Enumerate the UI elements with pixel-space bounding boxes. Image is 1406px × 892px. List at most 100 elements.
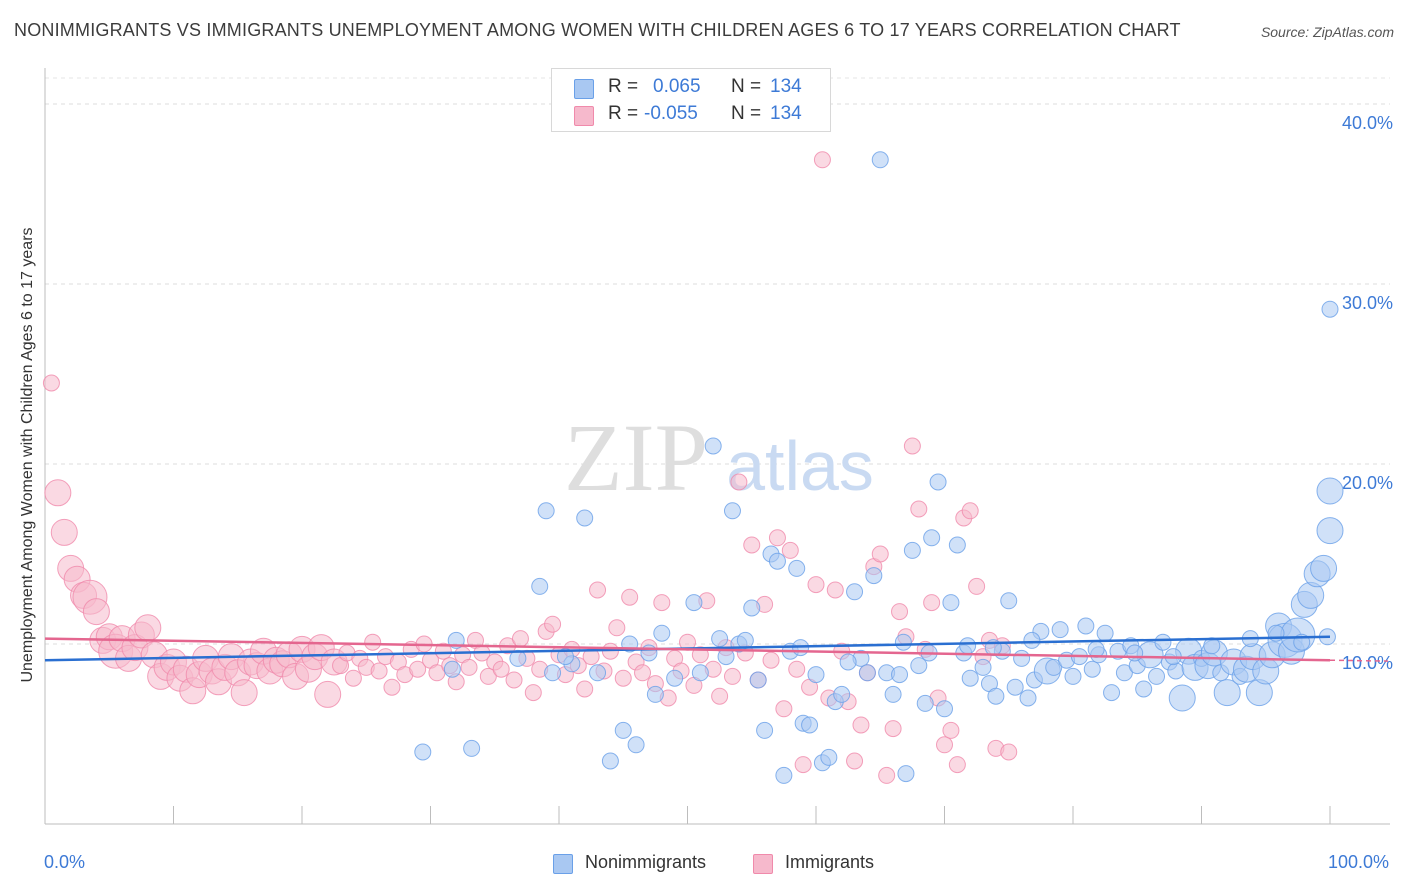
data-point bbox=[1077, 617, 1095, 635]
data-point bbox=[1006, 678, 1024, 696]
data-point bbox=[852, 716, 870, 734]
data-point bbox=[730, 473, 748, 491]
data-point bbox=[589, 581, 607, 599]
legend-n-label: N = bbox=[731, 103, 762, 124]
data-point bbox=[723, 502, 741, 520]
data-point bbox=[961, 669, 979, 687]
data-point bbox=[634, 664, 652, 682]
data-point bbox=[961, 502, 979, 520]
data-point bbox=[826, 581, 844, 599]
data-point bbox=[894, 633, 912, 651]
data-point bbox=[134, 614, 162, 642]
x-tick-label-min: 0.0% bbox=[44, 852, 86, 872]
data-point bbox=[775, 766, 793, 784]
data-point bbox=[614, 721, 632, 739]
data-point bbox=[364, 633, 382, 651]
data-point bbox=[463, 739, 481, 757]
data-point bbox=[891, 603, 909, 621]
data-point bbox=[1148, 667, 1166, 685]
data-point bbox=[801, 716, 819, 734]
data-point bbox=[884, 685, 902, 703]
data-point bbox=[974, 658, 992, 676]
data-point bbox=[936, 736, 953, 754]
data-point bbox=[544, 615, 562, 633]
y-tick-label: 20.0% bbox=[1342, 473, 1393, 493]
legend-r-value: -0.055 bbox=[644, 103, 698, 124]
legend-n-label: N = bbox=[731, 76, 762, 97]
data-point bbox=[1000, 743, 1018, 761]
data-point bbox=[936, 700, 953, 718]
data-point bbox=[601, 752, 619, 770]
data-point bbox=[370, 662, 388, 680]
data-point bbox=[1167, 662, 1185, 680]
data-point bbox=[820, 748, 838, 766]
y-tick-label: 40.0% bbox=[1342, 113, 1393, 133]
legend-swatch-blue bbox=[553, 854, 573, 874]
data-point bbox=[409, 660, 427, 678]
data-point bbox=[589, 664, 607, 682]
data-point bbox=[511, 630, 529, 648]
data-point bbox=[788, 660, 806, 678]
correlation-legend: R = 0.065 N = 134 R = -0.055 N = 134 bbox=[551, 68, 831, 132]
data-point bbox=[910, 657, 928, 675]
data-point bbox=[865, 567, 883, 585]
grid-lines bbox=[45, 77, 1390, 645]
data-point bbox=[788, 559, 806, 577]
data-point bbox=[653, 594, 671, 612]
data-point bbox=[839, 653, 857, 671]
data-point bbox=[987, 687, 1005, 705]
data-point bbox=[314, 680, 342, 708]
data-point bbox=[544, 664, 562, 682]
x-tick-label-max: 100.0% bbox=[1328, 852, 1390, 872]
data-point bbox=[1013, 649, 1031, 667]
data-point bbox=[942, 594, 960, 612]
trend-lines bbox=[44, 635, 1389, 662]
data-point bbox=[627, 736, 645, 754]
data-point bbox=[614, 669, 632, 687]
immigrants-trend-line bbox=[44, 637, 1331, 662]
y-tick-label: 30.0% bbox=[1342, 293, 1393, 313]
data-point bbox=[691, 664, 709, 682]
data-point bbox=[1083, 660, 1101, 678]
data-point bbox=[1126, 644, 1144, 662]
data-point bbox=[537, 502, 555, 520]
data-point bbox=[443, 660, 461, 678]
data-point bbox=[460, 658, 478, 676]
data-point bbox=[1154, 633, 1172, 651]
data-point bbox=[929, 473, 947, 491]
data-point bbox=[666, 669, 684, 687]
data-point bbox=[794, 756, 812, 774]
data-point bbox=[833, 685, 851, 703]
data-point bbox=[743, 536, 761, 554]
data-point bbox=[1310, 554, 1338, 582]
data-point bbox=[42, 374, 60, 392]
legend-label: Nonimmigrants bbox=[585, 852, 707, 872]
data-point bbox=[903, 541, 921, 559]
data-point bbox=[653, 624, 671, 642]
legend-n-value: 134 bbox=[770, 76, 802, 97]
data-point bbox=[858, 664, 876, 682]
data-point bbox=[916, 694, 934, 712]
data-point bbox=[230, 679, 258, 707]
legend-swatch-pink bbox=[574, 106, 594, 126]
data-point bbox=[608, 619, 626, 637]
data-point bbox=[383, 678, 401, 696]
data-point bbox=[781, 541, 799, 559]
data-point bbox=[344, 669, 362, 687]
data-point bbox=[1064, 667, 1082, 685]
data-point bbox=[942, 721, 960, 739]
legend-n-value: 134 bbox=[770, 103, 802, 124]
data-point bbox=[1023, 631, 1041, 649]
data-point bbox=[891, 666, 909, 684]
data-point bbox=[1051, 621, 1069, 639]
data-point bbox=[556, 648, 574, 666]
data-point bbox=[897, 765, 915, 783]
watermark-zip: ZIP bbox=[564, 404, 708, 511]
data-point bbox=[640, 644, 658, 662]
data-point bbox=[621, 588, 639, 606]
data-point bbox=[923, 594, 941, 612]
data-point bbox=[1316, 517, 1344, 545]
data-point bbox=[762, 651, 780, 669]
immigrants-trend-extension bbox=[1329, 659, 1389, 662]
